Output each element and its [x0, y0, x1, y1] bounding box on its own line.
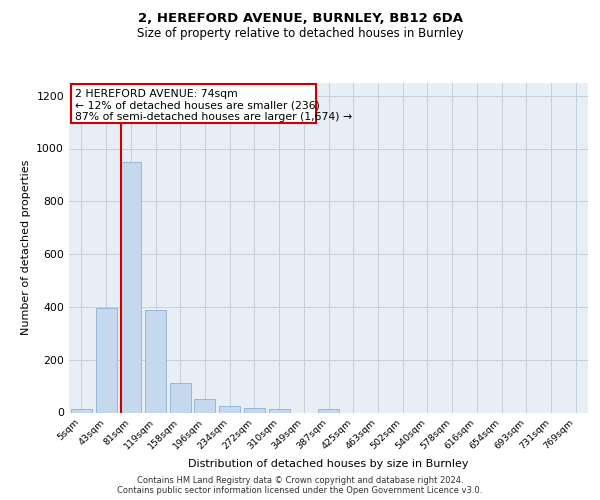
Text: Contains HM Land Registry data © Crown copyright and database right 2024.: Contains HM Land Registry data © Crown c… — [137, 476, 463, 485]
FancyBboxPatch shape — [71, 84, 316, 124]
Text: 2, HEREFORD AVENUE, BURNLEY, BB12 6DA: 2, HEREFORD AVENUE, BURNLEY, BB12 6DA — [137, 12, 463, 26]
Bar — [95, 308, 116, 412]
Bar — [120, 162, 141, 412]
Y-axis label: Number of detached properties: Number of detached properties — [21, 160, 31, 335]
Bar — [269, 409, 290, 412]
Text: 2 HEREFORD AVENUE: 74sqm: 2 HEREFORD AVENUE: 74sqm — [75, 89, 238, 99]
Bar — [71, 408, 92, 412]
Text: Size of property relative to detached houses in Burnley: Size of property relative to detached ho… — [137, 28, 463, 40]
Bar — [145, 310, 166, 412]
Text: ← 12% of detached houses are smaller (236): ← 12% of detached houses are smaller (23… — [75, 100, 320, 110]
Bar — [244, 408, 265, 412]
Text: Contains public sector information licensed under the Open Government Licence v3: Contains public sector information licen… — [118, 486, 482, 495]
Bar — [170, 384, 191, 412]
Text: 87% of semi-detached houses are larger (1,674) →: 87% of semi-detached houses are larger (… — [75, 112, 352, 122]
Bar — [219, 406, 240, 412]
X-axis label: Distribution of detached houses by size in Burnley: Distribution of detached houses by size … — [188, 459, 469, 469]
Bar — [194, 399, 215, 412]
Bar — [318, 409, 339, 412]
